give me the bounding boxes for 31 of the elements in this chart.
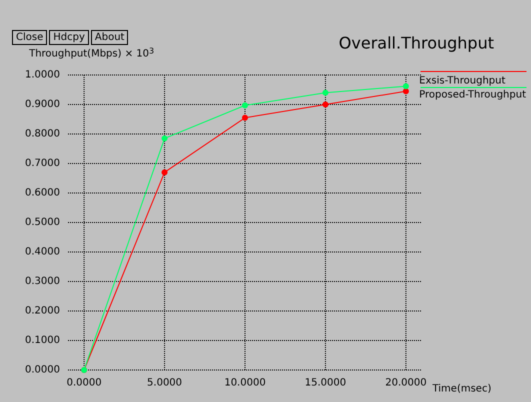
y-tick-label: 0.5000 (25, 217, 60, 228)
x-tick-label: 10.0000 (224, 378, 266, 388)
x-tick-label: 5.0000 (147, 378, 182, 388)
y-tick-label: 0.1000 (25, 335, 60, 346)
point (162, 135, 168, 142)
chart-title: Overall.Throughput (338, 34, 494, 52)
button: Close (12, 30, 48, 45)
y-tick-label: 0.2000 (25, 306, 60, 316)
x-tick-label: 15.0000 (304, 378, 346, 388)
point (162, 169, 168, 176)
x-tick-label: 20.0000 (385, 378, 427, 388)
series-label: Proposed-Throughput (419, 90, 526, 100)
point (322, 90, 328, 96)
point (322, 102, 328, 108)
y-tick-label: 0.4000 (25, 246, 60, 258)
y-tick-label: 0.9000 (25, 99, 60, 110)
y-tick-label: 0.6000 (25, 188, 60, 198)
x-tick-label: 0.0000 (66, 378, 102, 388)
point (402, 88, 409, 94)
y-tick-label: 0.8000 (25, 128, 60, 140)
button: Hdcpy (49, 30, 89, 45)
point (242, 114, 248, 121)
y-tick-label: 0.7000 (25, 158, 60, 169)
y-tick-label: 0.3000 (25, 276, 60, 287)
point (242, 102, 248, 108)
button: About (90, 30, 128, 45)
point (402, 83, 409, 90)
y-tick-label: 1.0000 (25, 70, 60, 80)
y-tick-label: 0.0000 (25, 364, 60, 376)
series-label: Exsis-Throughput (419, 76, 506, 86)
x-axis-title: Time(msec) (431, 384, 492, 394)
